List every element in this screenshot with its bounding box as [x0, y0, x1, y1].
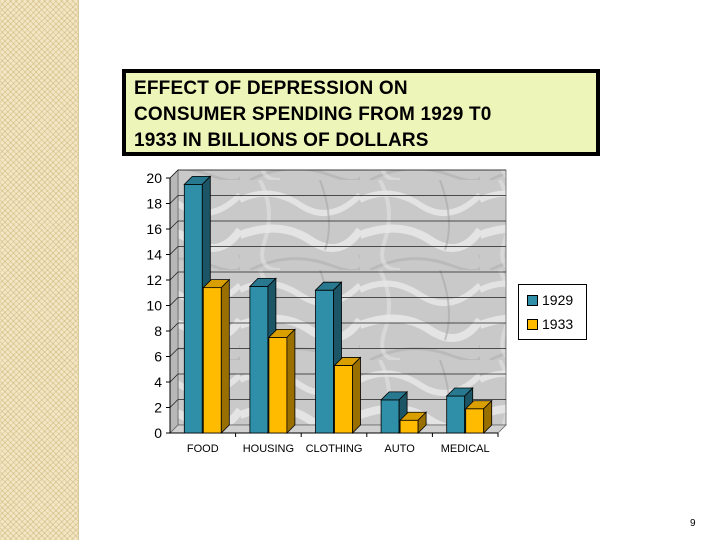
chart-title-line-1: EFFECT OF DEPRESSION ON — [134, 78, 408, 99]
legend-swatch-1929 — [527, 294, 538, 306]
bar-side — [220, 278, 230, 434]
page-number: 9 — [690, 518, 696, 529]
bar-clothing-1933 — [333, 356, 362, 434]
x-tick-label-food: FOOD — [187, 443, 219, 455]
x-tick-label-medical: MEDICAL — [441, 443, 490, 455]
legend-label-1929: 1929 — [542, 292, 574, 308]
bar-side — [352, 356, 361, 434]
chart-title-line-3: 1933 IN BILLIONS OF DOLLARS — [134, 130, 429, 151]
gridline-6 — [169, 348, 506, 357]
legend-label-1933: 1933 — [542, 316, 574, 332]
bar-front — [249, 285, 269, 434]
bar-food-1933 — [202, 278, 231, 434]
bar-side — [286, 328, 296, 434]
y-tick-label-12: 12 — [146, 272, 162, 288]
legend-swatch-1933 — [527, 318, 538, 330]
bar-front — [268, 336, 288, 434]
legend-item-1929: 1929 — [527, 288, 586, 312]
x-tick-label-clothing: CLOTHING — [306, 443, 363, 455]
y-tick-label-14: 14 — [146, 247, 162, 263]
bar-front — [183, 183, 203, 434]
bar-front — [446, 395, 466, 434]
gridline-16 — [169, 220, 506, 230]
y-tick-label-4: 4 — [154, 374, 162, 390]
gridline-4 — [169, 373, 506, 383]
y-tick-label-8: 8 — [154, 323, 162, 339]
y-tick-label-6: 6 — [154, 349, 162, 365]
legend-item-1933: 1933 — [527, 312, 586, 336]
y-tick-label-18: 18 — [146, 196, 162, 212]
x-tick-label-auto: AUTO — [384, 443, 415, 455]
y-tick-label-2: 2 — [154, 400, 162, 416]
gridline-20 — [169, 169, 506, 179]
y-tick-label-0: 0 — [154, 425, 162, 441]
chart-legend: 1929 1933 — [518, 284, 587, 340]
bar-front — [399, 419, 419, 434]
bar-side — [483, 399, 493, 434]
y-tick-label-20: 20 — [146, 170, 162, 186]
bar-front — [380, 399, 400, 434]
bar-front — [334, 365, 353, 434]
gridline-12 — [169, 271, 506, 281]
bar-front — [315, 289, 334, 434]
bar-housing-1933 — [267, 328, 296, 434]
bar-front — [465, 408, 485, 434]
gridline-14 — [169, 246, 506, 255]
gridline-18 — [169, 195, 506, 204]
gridline-10 — [169, 297, 506, 306]
chart-title: EFFECT OF DEPRESSION ON CONSUMER SPENDIN… — [122, 69, 600, 156]
bar-auto-1929 — [380, 390, 409, 434]
y-tick-label-10: 10 — [146, 298, 162, 314]
y-tick-label-16: 16 — [146, 221, 162, 237]
bar-medical-1933 — [464, 399, 493, 434]
x-tick-label-housing: HOUSING — [243, 443, 294, 455]
bar-side — [417, 411, 427, 434]
side-decoration-stripe — [0, 0, 79, 540]
chart-title-line-2: CONSUMER SPENDING FROM 1929 T0 — [134, 104, 492, 125]
bar-auto-1933 — [399, 411, 428, 434]
gridline-8 — [169, 322, 506, 332]
bar-front — [202, 287, 222, 434]
